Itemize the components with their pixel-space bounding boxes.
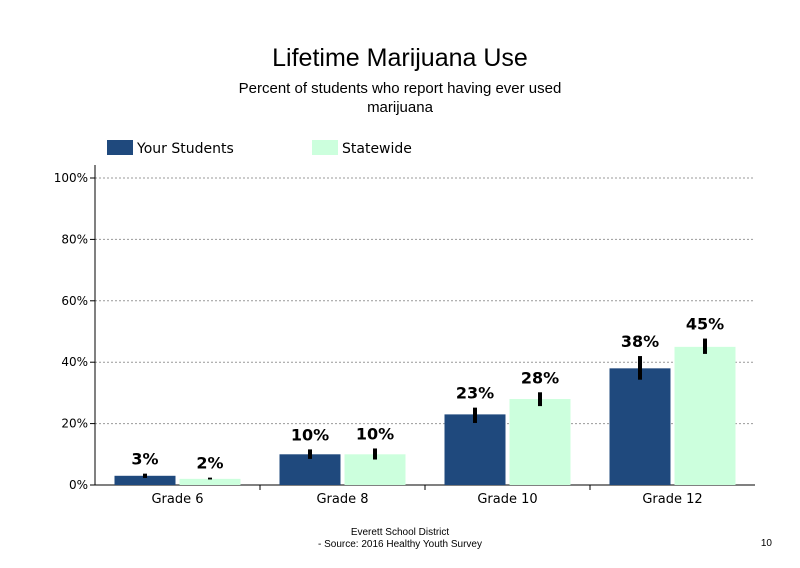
- bar-statewide: [179, 478, 241, 485]
- x-category-label: Grade 6: [151, 492, 203, 507]
- y-tick-label: 40%: [61, 355, 88, 369]
- y-axis-ticks: 0% 20% 40% 60% 80% 100%: [54, 171, 95, 492]
- footer: Everett School District - Source: 2016 H…: [0, 527, 800, 551]
- legend-swatch-statewide: [312, 140, 338, 155]
- x-category-label: Grade 10: [477, 492, 537, 507]
- footer-line-2: - Source: 2016 Healthy Youth Survey: [318, 539, 482, 550]
- x-category-label: Grade 12: [642, 492, 702, 507]
- data-label: 38%: [621, 332, 659, 351]
- data-labels: 3% 2% 10% 10% 23% 28% 38% 45%: [131, 315, 724, 473]
- data-label: 2%: [196, 454, 223, 473]
- y-tick-label: 80%: [61, 232, 88, 246]
- data-label: 45%: [686, 315, 724, 334]
- subtitle-line-1: Percent of students who report having ev…: [238, 80, 562, 97]
- footer-line-1: Everett School District: [350, 527, 450, 538]
- bar-your-students: [114, 475, 176, 485]
- data-label: 3%: [131, 450, 158, 469]
- data-label: 10%: [291, 425, 329, 444]
- page-number: 10: [760, 538, 772, 549]
- data-label: 23%: [456, 384, 494, 403]
- data-label: 28%: [521, 368, 559, 387]
- bar-statewide: [674, 346, 736, 485]
- subtitle-line-2: marijuana: [367, 99, 433, 116]
- bar-your-students: [444, 414, 506, 485]
- category-labels: Grade 6 Grade 8 Grade 10 Grade 12: [151, 485, 703, 507]
- y-tick-label: 20%: [61, 417, 88, 431]
- chart-subtitle: Percent of students who report having ev…: [200, 79, 600, 117]
- legend-swatch-your-students: [107, 140, 133, 155]
- bar-your-students: [279, 454, 341, 485]
- data-label: 10%: [356, 424, 394, 443]
- chart-title: Lifetime Marijuana Use: [272, 44, 528, 72]
- legend: Your Students Statewide: [107, 140, 412, 157]
- error-bars: [143, 338, 707, 480]
- y-tick-label: 0%: [69, 478, 88, 492]
- y-tick-label: 100%: [54, 171, 88, 185]
- x-category-label: Grade 8: [316, 492, 368, 507]
- legend-label-statewide: Statewide: [342, 141, 412, 157]
- bar-your-students: [609, 368, 671, 485]
- y-tick-label: 60%: [61, 294, 88, 308]
- gridlines: [95, 177, 755, 425]
- legend-label-your-students: Your Students: [136, 141, 234, 157]
- bar-statewide: [509, 399, 571, 485]
